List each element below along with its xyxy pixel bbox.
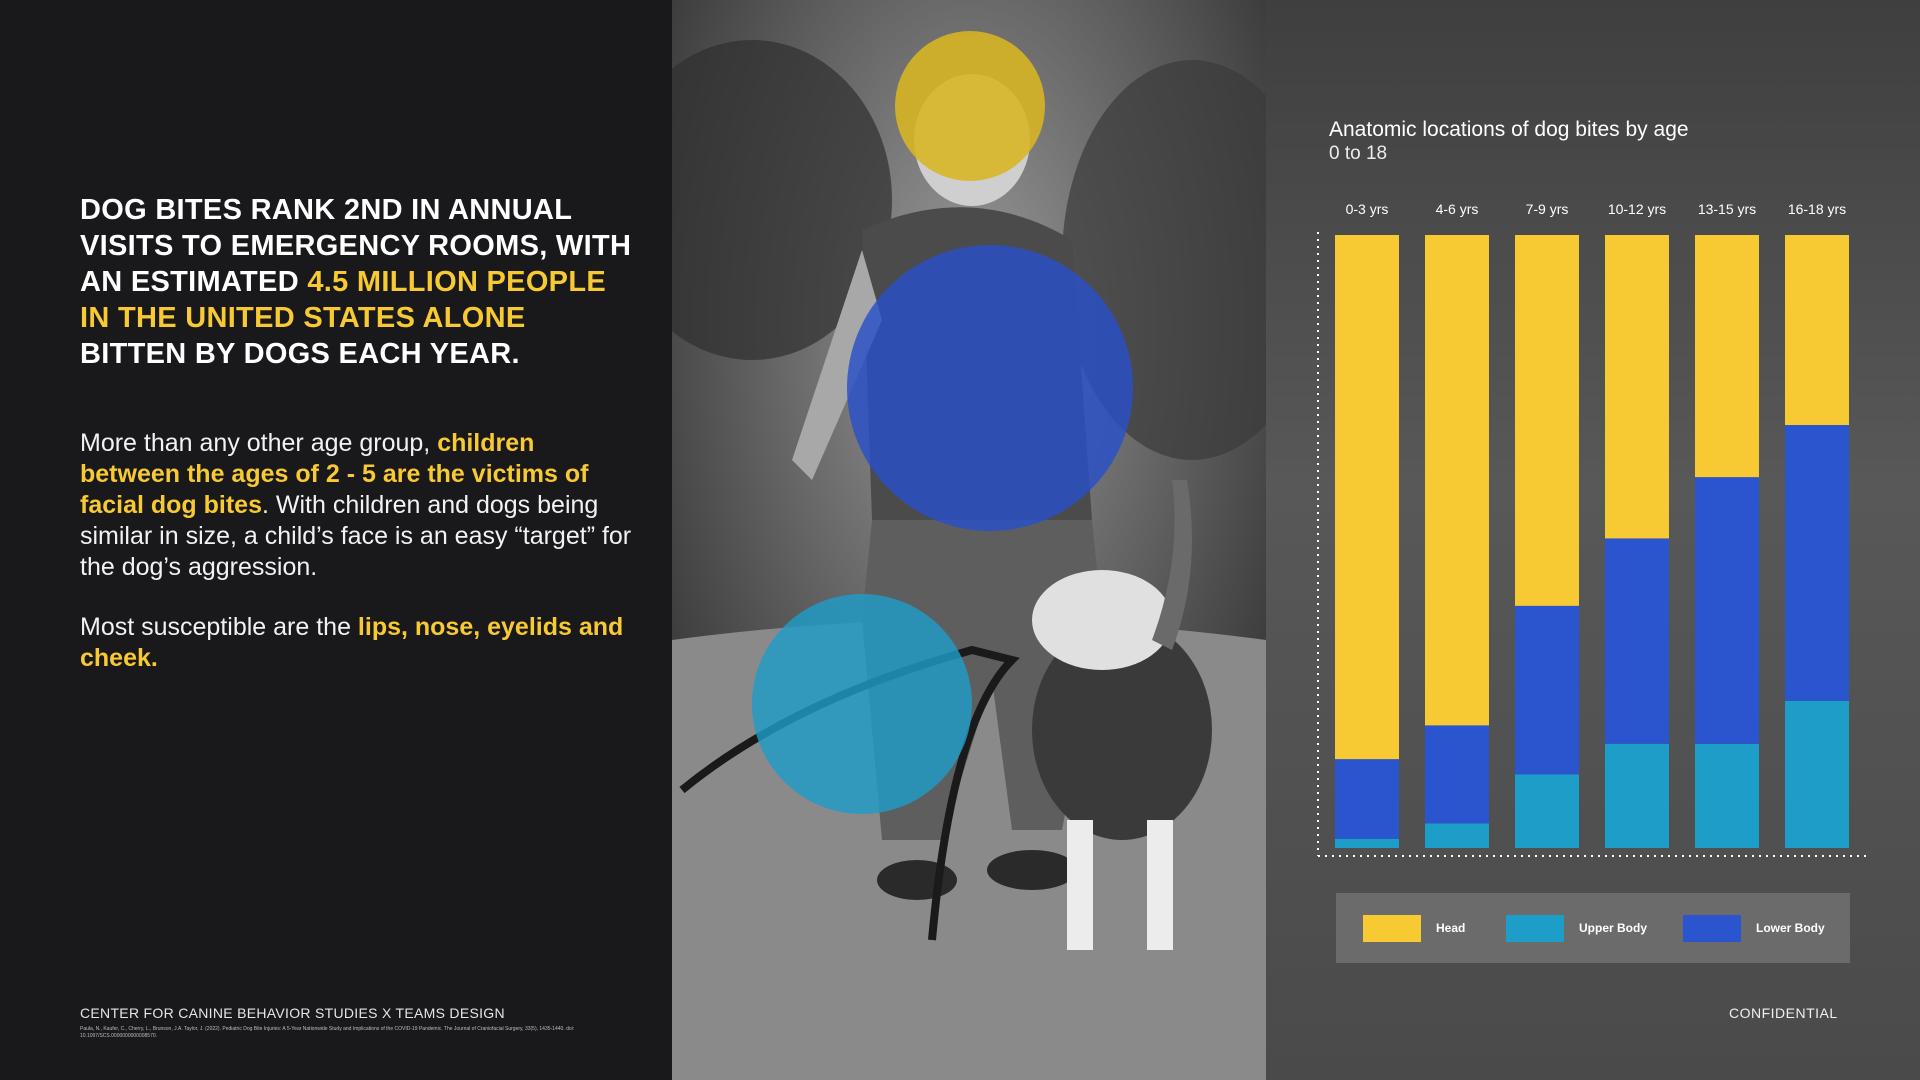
x-tick-label-2: 7-9 yrs [1526, 201, 1569, 217]
bar-head-1 [1425, 235, 1489, 726]
x-tick-labels: 0-3 yrs 4-6 yrs 7-9 yrs 10-12 yrs 13-15 yrs 1… [1346, 201, 1847, 217]
bar-head-0 [1335, 235, 1399, 760]
bar-upper-body-3 [1605, 743, 1669, 848]
bar-lower-body-4 [1695, 477, 1759, 744]
paragraph-susceptible: Most susceptible are the lips, nose, eye… [80, 612, 640, 674]
bar-lower-body-2 [1515, 605, 1579, 775]
x-tick-label-0: 0-3 yrs [1346, 201, 1389, 217]
bar-head-4 [1695, 235, 1759, 478]
legend-label-head: Head [1436, 921, 1466, 935]
bar-head-2 [1515, 235, 1579, 606]
paragraph2-highlight: lips, nose, eyelids and cheek. [80, 613, 624, 672]
legend-label-lower-body: Lower Body [1756, 921, 1825, 935]
confidential-label: CONFIDENTIAL [1729, 1005, 1838, 1021]
headline-highlight: 4.5 million people in the United States … [80, 266, 606, 334]
dog-silhouette [1032, 480, 1212, 950]
bar-upper-body-5 [1785, 700, 1849, 848]
chart-subtitle: 0 to 18 [1329, 143, 1388, 164]
bar-upper-body-1 [1425, 823, 1489, 848]
blue-circle [847, 245, 1133, 531]
bar-upper-body-2 [1515, 774, 1579, 848]
bar-lower-body-0 [1335, 759, 1399, 839]
bar-lower-body-1 [1425, 725, 1489, 824]
footer-citation: Paula, N., Kaufer, C., Cherry, L., Bruns… [80, 1026, 575, 1039]
paragraph1-part1: More than any other age group, [80, 429, 438, 457]
chart-legend: Head Upper Body Lower Body [1336, 893, 1850, 963]
headline: Dog bites rank 2nd in annual visits to e… [80, 192, 640, 372]
footer-organization: CENTER FOR CANINE BEHAVIOR STUDIES X TEA… [80, 1005, 505, 1021]
paragraph2-part1: Most susceptible are the [80, 613, 358, 641]
bar-head-3 [1605, 235, 1669, 539]
bar-upper-body-0 [1335, 838, 1399, 848]
chart-title: Anatomic locations of dog bites by age [1329, 118, 1689, 141]
bars [1335, 235, 1849, 848]
text-panel: Dog bites rank 2nd in annual visits to e… [0, 0, 672, 1080]
paragraph-children: More than any other age group, children … [80, 428, 640, 583]
x-tick-label-1: 4-6 yrs [1436, 201, 1479, 217]
tree-left [672, 40, 892, 360]
x-tick-label-4: 13-15 yrs [1698, 201, 1756, 217]
cyan-circle [752, 594, 972, 814]
x-tick-label-3: 10-12 yrs [1608, 201, 1666, 217]
legend-label-upper-body: Upper Body [1579, 921, 1648, 935]
headline-part1: Dog bites rank 2nd in annual visits to e… [80, 194, 632, 298]
bar-head-5 [1785, 235, 1849, 426]
bar-upper-body-4 [1695, 743, 1759, 848]
yellow-circle [895, 31, 1045, 181]
x-tick-label-5: 16-18 yrs [1788, 201, 1846, 217]
legend-swatch-head [1363, 915, 1421, 942]
legend-swatch-lower-body [1683, 915, 1741, 942]
paragraph1-part2: . With children and dogs being similar i… [80, 491, 632, 581]
photo-panel [672, 0, 1266, 1080]
headline-part2: bitten by dogs each year. [80, 338, 520, 370]
bar-lower-body-3 [1605, 538, 1669, 744]
child-with-dog-photo [672, 0, 1266, 1080]
bar-lower-body-5 [1785, 425, 1849, 701]
paragraph1-highlight: children between the ages of 2 - 5 are t… [80, 429, 589, 519]
legend-swatch-upper-body [1506, 915, 1564, 942]
